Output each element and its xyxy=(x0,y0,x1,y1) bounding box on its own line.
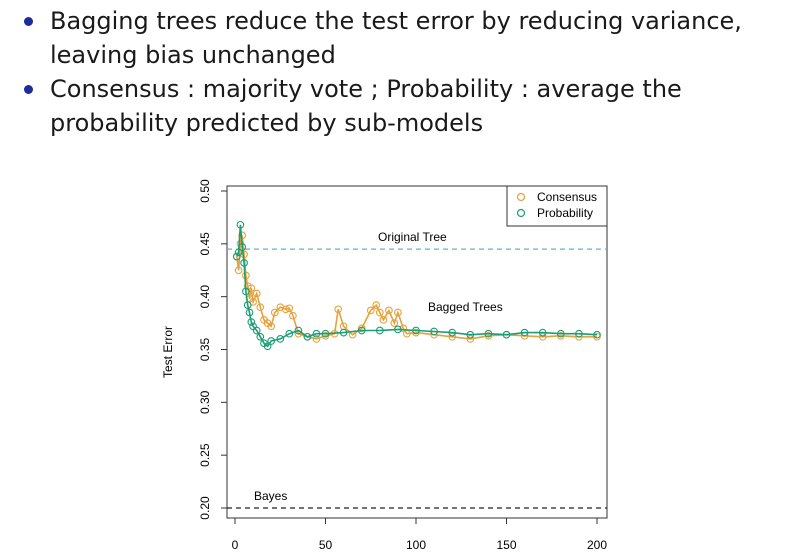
data-point-consensus xyxy=(556,331,565,340)
data-point-probability xyxy=(238,243,247,251)
data-point-probability xyxy=(243,301,252,309)
data-point-probability xyxy=(285,329,294,338)
y-axis: 0.20 0.25 0.30 0.35 0.40 0.45 0.50 xyxy=(198,179,227,520)
bullet-line: leaving bias unchanged xyxy=(50,41,336,69)
data-point-probability xyxy=(245,308,254,317)
data-point-probability xyxy=(375,326,384,335)
y-tick-label: 0.30 xyxy=(198,390,212,414)
data-point-consensus xyxy=(334,305,343,314)
y-tick-label: 0.25 xyxy=(198,443,212,467)
y-tick-label: 0.45 xyxy=(198,232,212,256)
data-point-consensus xyxy=(484,331,493,340)
data-point-probability xyxy=(412,326,420,335)
data-point-probability xyxy=(357,326,366,335)
data-point-consensus xyxy=(256,303,265,312)
data-point-probability xyxy=(294,326,303,335)
data-point-consensus xyxy=(234,266,243,275)
data-point-consensus xyxy=(375,308,384,317)
legend-label-consensus: Consensus xyxy=(537,190,597,204)
reference-line-label-original-tree: Original Tree xyxy=(378,230,447,244)
series-layer xyxy=(232,220,601,351)
data-point-consensus xyxy=(390,319,399,327)
data-point-probability xyxy=(484,329,493,338)
bullet-line: probability predicted by sub-models xyxy=(50,109,484,137)
annotation-bagged-trees: Bagged Trees xyxy=(428,300,503,314)
bullet-line: Bagging trees reduce the test error by r… xyxy=(50,7,742,35)
x-tick-label: 0 xyxy=(232,538,239,552)
data-point-consensus xyxy=(385,306,393,315)
data-point-probability xyxy=(394,325,402,334)
legend-marker-probability xyxy=(516,208,526,218)
legend: Consensus Probability xyxy=(506,185,608,227)
bullet-dot-icon xyxy=(24,17,33,26)
x-axis: 0 50 100 150 200 xyxy=(232,518,607,552)
data-point-probability xyxy=(263,342,272,351)
data-point-consensus xyxy=(399,324,408,333)
y-tick-label: 0.35 xyxy=(198,337,212,361)
x-tick-label: 50 xyxy=(319,538,333,552)
y-tick-label: 0.20 xyxy=(198,496,212,520)
data-point-consensus xyxy=(357,324,366,333)
data-point-probability xyxy=(448,328,457,337)
data-point-probability xyxy=(252,326,261,335)
data-point-probability xyxy=(556,329,565,338)
bullet-line: Consensus : majority vote ; Probability … xyxy=(50,75,682,103)
bullet-item: Consensus : majority vote ; Probability … xyxy=(20,72,780,140)
data-point-probability xyxy=(303,332,312,341)
data-point-consensus xyxy=(372,301,381,309)
data-point-probability xyxy=(502,330,511,339)
data-point-probability xyxy=(232,252,241,261)
series-line-consensus xyxy=(236,235,597,340)
y-tick-label: 0.40 xyxy=(198,285,212,309)
data-point-consensus xyxy=(379,316,388,324)
data-point-probability xyxy=(321,329,330,338)
data-point-probability xyxy=(256,332,265,341)
data-point-consensus xyxy=(366,306,375,315)
data-point-consensus xyxy=(285,304,294,313)
data-point-probability xyxy=(247,318,256,326)
data-point-probability xyxy=(339,328,348,337)
data-point-probability xyxy=(236,220,245,229)
data-point-consensus xyxy=(448,332,457,341)
data-point-consensus xyxy=(538,332,547,341)
bullet-list: Bagging trees reduce the test error by r… xyxy=(20,4,780,140)
legend-marker-consensus xyxy=(516,192,526,202)
data-point-probability xyxy=(520,328,529,337)
data-point-consensus xyxy=(289,311,297,320)
bullet-item: Bagging trees reduce the test error by r… xyxy=(20,4,780,72)
bullet-dot-icon xyxy=(24,85,33,94)
data-point-probability xyxy=(267,337,276,345)
data-point-probability xyxy=(593,330,601,339)
data-point-consensus xyxy=(267,322,276,331)
reference-line-label-bayes: Bayes xyxy=(254,489,287,503)
y-tick-label: 0.50 xyxy=(198,179,212,203)
data-point-consensus xyxy=(281,305,290,314)
data-point-consensus xyxy=(394,308,402,317)
data-point-probability xyxy=(276,335,285,343)
data-point-probability xyxy=(430,327,438,336)
data-point-probability xyxy=(234,248,243,257)
data-point-consensus xyxy=(593,332,601,341)
data-point-probability xyxy=(240,259,248,267)
x-tick-label: 100 xyxy=(406,538,426,552)
data-point-probability xyxy=(575,329,583,338)
data-point-consensus xyxy=(466,335,475,343)
legend-label-probability: Probability xyxy=(537,206,593,220)
y-axis-label: Test Error xyxy=(161,326,175,378)
data-point-probability xyxy=(242,287,250,296)
data-point-probability xyxy=(466,330,475,339)
data-point-probability xyxy=(312,329,321,338)
data-point-consensus xyxy=(312,335,321,343)
data-point-consensus xyxy=(321,331,330,340)
reference-lines: Original Tree Bayes xyxy=(227,230,607,509)
data-point-consensus xyxy=(252,289,261,298)
x-tick-label: 200 xyxy=(587,538,607,552)
x-tick-label: 150 xyxy=(496,538,516,552)
data-point-consensus xyxy=(412,328,420,337)
plot-frame xyxy=(226,185,608,519)
data-point-consensus xyxy=(270,308,279,317)
legend-box xyxy=(506,185,608,227)
data-point-probability xyxy=(538,328,547,337)
